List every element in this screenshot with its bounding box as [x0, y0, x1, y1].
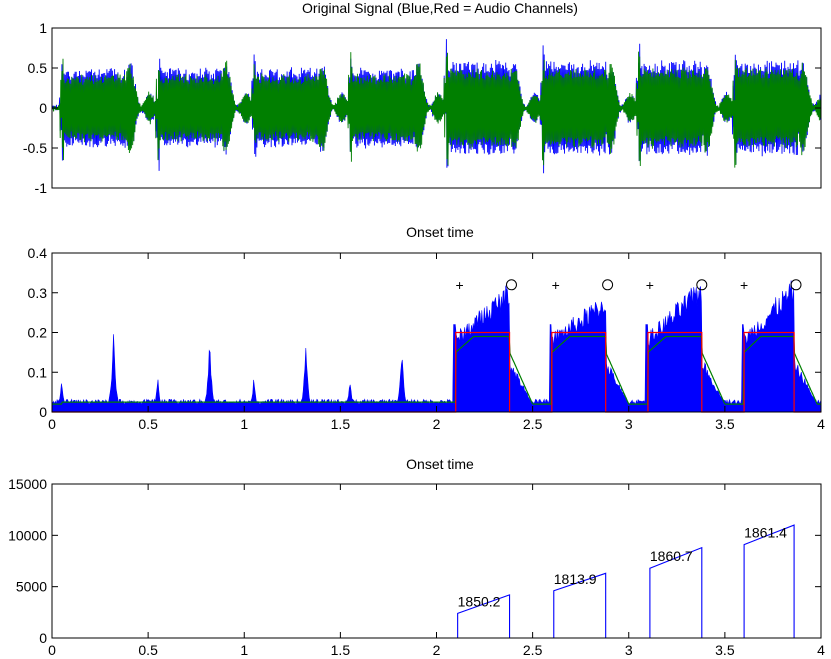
panel-onset-ytick-label: 0 — [39, 404, 47, 420]
panel-onset-ytick-label: 0.4 — [28, 245, 48, 261]
panel-onset-xtick-label: 0.5 — [138, 416, 158, 432]
panel-signal: Original Signal (Blue,Red = Audio Channe… — [23, 0, 822, 196]
panel-onset-xtick-label: 2 — [433, 416, 441, 432]
panel-onset-xtick-label: 3 — [625, 416, 633, 432]
panel-onset-xtick-label: 4 — [817, 416, 825, 432]
offset-marker — [505, 279, 517, 291]
offset-marker — [790, 279, 802, 291]
onset-marker: + — [646, 277, 654, 293]
signal-channel-2-line — [51, 51, 822, 168]
panel-onset-plot: + + + + — [51, 277, 822, 413]
panel-pitch-xtick-label: 2 — [433, 642, 441, 658]
onset-marker: + — [455, 277, 463, 293]
panel-onset-ytick-label: 0.1 — [28, 364, 48, 380]
offset-marker — [696, 279, 708, 291]
panel-pitch-xtick-label: 0 — [48, 642, 56, 658]
panel-onset-xtick-label: 2.5 — [523, 416, 543, 432]
panel-signal-ytick-label: 0.5 — [28, 60, 48, 76]
pitch-value-label: 1860.7 — [650, 548, 693, 564]
onset-energy-area — [51, 280, 822, 413]
panel-pitch-ytick-label: 5000 — [16, 579, 47, 595]
pitch-line — [52, 524, 821, 639]
panel-pitch-y-axis: 0 5000 10000 15000 — [8, 476, 821, 646]
panel-pitch-xtick-label: 3 — [625, 642, 633, 658]
panel-pitch-title: Onset time — [406, 456, 474, 472]
panel-signal-plot — [51, 39, 822, 174]
panel-pitch-axes-box — [51, 483, 822, 639]
panel-signal-ytick-label: -0.5 — [23, 140, 47, 156]
panel-onset: Onset time + + + + 0 0.1 0.2 0.3 0.4 0 0.5 1 1.5 2 2… — [28, 224, 826, 432]
panel-signal-ytick-label: -1 — [35, 180, 48, 196]
panel-pitch-xtick-label: 2.5 — [523, 642, 543, 658]
panel-signal-y-axis: -1 -0.5 0 0.5 1 — [23, 20, 821, 196]
panel-onset-ytick-label: 0.3 — [28, 285, 48, 301]
panel-onset-xtick-label: 0 — [48, 416, 56, 432]
panel-onset-xtick-label: 1.5 — [331, 416, 351, 432]
panel-pitch-xtick-label: 3.5 — [715, 642, 735, 658]
pitch-value-label: 1861.4 — [744, 525, 787, 541]
onset-smoothed-line — [52, 335, 821, 405]
panel-pitch-ytick-label: 15000 — [8, 476, 47, 492]
panel-pitch-xtick-label: 4 — [817, 642, 825, 658]
panel-onset-ytick-label: 0.2 — [28, 325, 48, 341]
panel-onset-xtick-label: 3.5 — [715, 416, 735, 432]
panel-onset-xtick-label: 1 — [240, 416, 248, 432]
pitch-value-label: 1850.2 — [458, 593, 501, 609]
panel-signal-ytick-label: 0 — [39, 100, 47, 116]
offset-marker — [602, 279, 614, 291]
onset-marker: + — [740, 277, 748, 293]
panel-pitch-xtick-label: 1 — [240, 642, 248, 658]
panel-onset-y-axis: 0 0.1 0.2 0.3 0.4 — [28, 245, 821, 420]
panel-pitch-xtick-label: 1.5 — [331, 642, 351, 658]
panel-onset-title: Onset time — [406, 224, 474, 240]
panel-pitch-x-axis: 0 0.5 1 1.5 2 2.5 3 3.5 4 — [48, 484, 825, 658]
panel-pitch-plot: 1850.2 1813.9 1860.7 1861.4 — [52, 524, 821, 639]
panel-pitch-ytick-label: 10000 — [8, 527, 47, 543]
panel-pitch-xtick-label: 0.5 — [138, 642, 158, 658]
panel-onset-x-axis: 0 0.5 1 1.5 2 2.5 3 3.5 4 — [48, 253, 825, 432]
panel-pitch-ytick-label: 0 — [39, 630, 47, 646]
panel-signal-title: Original Signal (Blue,Red = Audio Channe… — [302, 0, 578, 16]
panel-signal-ytick-label: 1 — [39, 20, 47, 36]
panel-pitch: Onset time 1850.2 1813.9 1860.7 1861.4 0 500… — [8, 456, 825, 658]
onset-marker: + — [552, 277, 560, 293]
pitch-value-label: 1813.9 — [554, 571, 597, 587]
